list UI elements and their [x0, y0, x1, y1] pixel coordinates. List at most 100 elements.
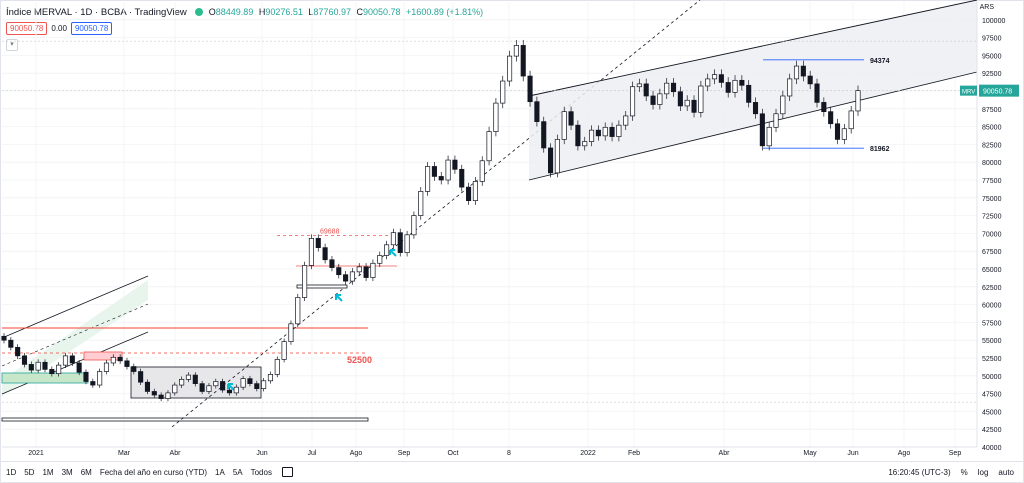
- candle-body-63: [431, 166, 437, 177]
- price-tick-24: 100000: [982, 18, 1005, 25]
- candle-body-47: [322, 247, 328, 261]
- candle-body-122: [834, 123, 841, 140]
- candle-body-37: [254, 383, 260, 389]
- last-price-tag: [979, 84, 1019, 97]
- timeframe-0[interactable]: 1D: [6, 467, 17, 477]
- log-toggle[interactable]: log: [977, 467, 989, 477]
- small-support-bar: [296, 284, 348, 289]
- candle-body-81: [554, 139, 560, 174]
- buy-price-pill[interactable]: 90050.78: [70, 22, 113, 35]
- candle-body-3: [21, 355, 28, 365]
- currency-label[interactable]: ARS: [979, 4, 994, 11]
- candle-body-4: [28, 364, 34, 371]
- candle-body-15: [103, 362, 110, 372]
- ohlc-l-label: L: [308, 7, 314, 17]
- time-tick-10: Feb: [628, 450, 640, 457]
- candle-body-118: [807, 75, 813, 85]
- timeframe-7[interactable]: 5A: [232, 467, 243, 477]
- candle-body-80: [548, 147, 554, 174]
- candle-body-83: [568, 111, 574, 126]
- clock-time[interactable]: 16:20:45 (UTC-3): [888, 467, 951, 477]
- timeframe-6[interactable]: 1A: [215, 467, 225, 477]
- price-tick-17: 82500: [982, 142, 1002, 149]
- candle-body-86: [589, 129, 595, 142]
- time-axis[interactable]: 2021 Mar Abr Jun Jul Ago Sep Oct 8 2022 Feb Abr May J…: [2, 446, 977, 457]
- chart-title[interactable]: Índice MERVAL · 1D · BCBA · TradingView: [6, 6, 187, 18]
- annotation-labels: 94374 81962 69688 52500 90050.78 MRV: [320, 58, 1019, 365]
- ohlc-c-label: C: [356, 7, 363, 17]
- candle-body-78: [534, 101, 540, 122]
- candle-body-65: [445, 159, 451, 181]
- candle-body-102: [698, 85, 704, 113]
- candle-body-14: [97, 371, 103, 386]
- timeframe-4[interactable]: 6M: [80, 467, 92, 477]
- price-tick-3: 47500: [982, 392, 1002, 399]
- time-tick-2: Abr: [170, 450, 182, 457]
- timeframe-3[interactable]: 3M: [61, 467, 73, 477]
- candle-body-35: [240, 378, 246, 388]
- candle-body-107: [732, 79, 738, 93]
- candle-body-5: [35, 361, 41, 371]
- candle-body-62: [425, 166, 431, 192]
- timeframe-2[interactable]: 1M: [42, 467, 54, 477]
- price-tick-13: 72500: [982, 214, 1002, 221]
- candle-body-112: [766, 126, 772, 147]
- time-tick-3: Jun: [256, 450, 267, 457]
- candle-body-116: [793, 65, 800, 80]
- candle-body-27: [185, 374, 192, 380]
- timeframe-8[interactable]: Todos: [250, 467, 272, 477]
- chevron-down-icon[interactable]: ▾: [6, 39, 18, 51]
- candle-body-32: [220, 381, 226, 391]
- candle-body-56: [384, 244, 390, 256]
- candle-body-61: [418, 191, 424, 216]
- candle-body-50: [343, 274, 349, 282]
- candle-body-101: [691, 99, 697, 113]
- candle-body-88: [602, 126, 608, 137]
- timeframe-1[interactable]: 5D: [24, 467, 35, 477]
- candle-body-64: [438, 176, 444, 181]
- candle-body-106: [725, 82, 731, 93]
- candle-body-79: [541, 121, 547, 149]
- price-chart[interactable]: 40000 42500 45000 47500 50000 52500 55000 57500…: [0, 0, 1024, 461]
- channel-bottom: [528, 71, 978, 181]
- candle-body-68: [466, 186, 472, 201]
- candle-body-13: [90, 381, 96, 386]
- price-tick-11: 67500: [982, 249, 1002, 256]
- candle-body-91: [623, 115, 629, 126]
- time-tick-1: Mar: [118, 450, 131, 457]
- chart-header: Índice MERVAL · 1D · BCBA · TradingView …: [6, 4, 486, 20]
- calendar-icon[interactable]: [281, 467, 293, 477]
- price-tick-1: 42500: [982, 427, 1002, 434]
- candle-body-28: [192, 374, 198, 384]
- price-tick-2: 45000: [982, 409, 1002, 416]
- price-axis[interactable]: 40000 42500 45000 47500 50000 52500 55000 57500…: [976, 2, 1005, 452]
- candle-body-8: [56, 364, 62, 375]
- candle-body-115: [787, 78, 793, 97]
- candle-body-99: [677, 91, 683, 107]
- arrow-icon-1: [227, 383, 235, 391]
- candle-body-59: [404, 234, 410, 253]
- scale-controls: 16:20:45 (UTC-3) % log auto: [888, 468, 1014, 477]
- candle-body-54: [370, 262, 376, 278]
- candle-body-42: [288, 323, 294, 342]
- candle-body-95: [650, 95, 656, 105]
- candle-body-67: [459, 168, 465, 188]
- label-69688: 69688: [320, 229, 340, 236]
- price-tick-9: 62500: [982, 285, 1002, 292]
- price-tick-5: 52500: [982, 356, 1002, 363]
- arrow-icon-2: [335, 294, 343, 302]
- percent-toggle[interactable]: %: [960, 467, 968, 477]
- symbol-tag: [960, 85, 977, 96]
- candles: [1, 39, 861, 402]
- red-box: [83, 351, 123, 361]
- price-tick-12: 70000: [982, 231, 1002, 238]
- candle-body-98: [670, 82, 677, 93]
- channel-top: [528, 0, 978, 97]
- candle-body-123: [841, 128, 847, 140]
- candle-body-52: [356, 266, 362, 273]
- candle-body-12: [83, 371, 89, 382]
- timeframe-5[interactable]: Fecha del año en curso (YTD): [99, 467, 208, 477]
- auto-toggle[interactable]: auto: [998, 467, 1014, 477]
- candle-body-33: [226, 389, 233, 394]
- sell-price-pill[interactable]: 90050.78: [6, 22, 48, 35]
